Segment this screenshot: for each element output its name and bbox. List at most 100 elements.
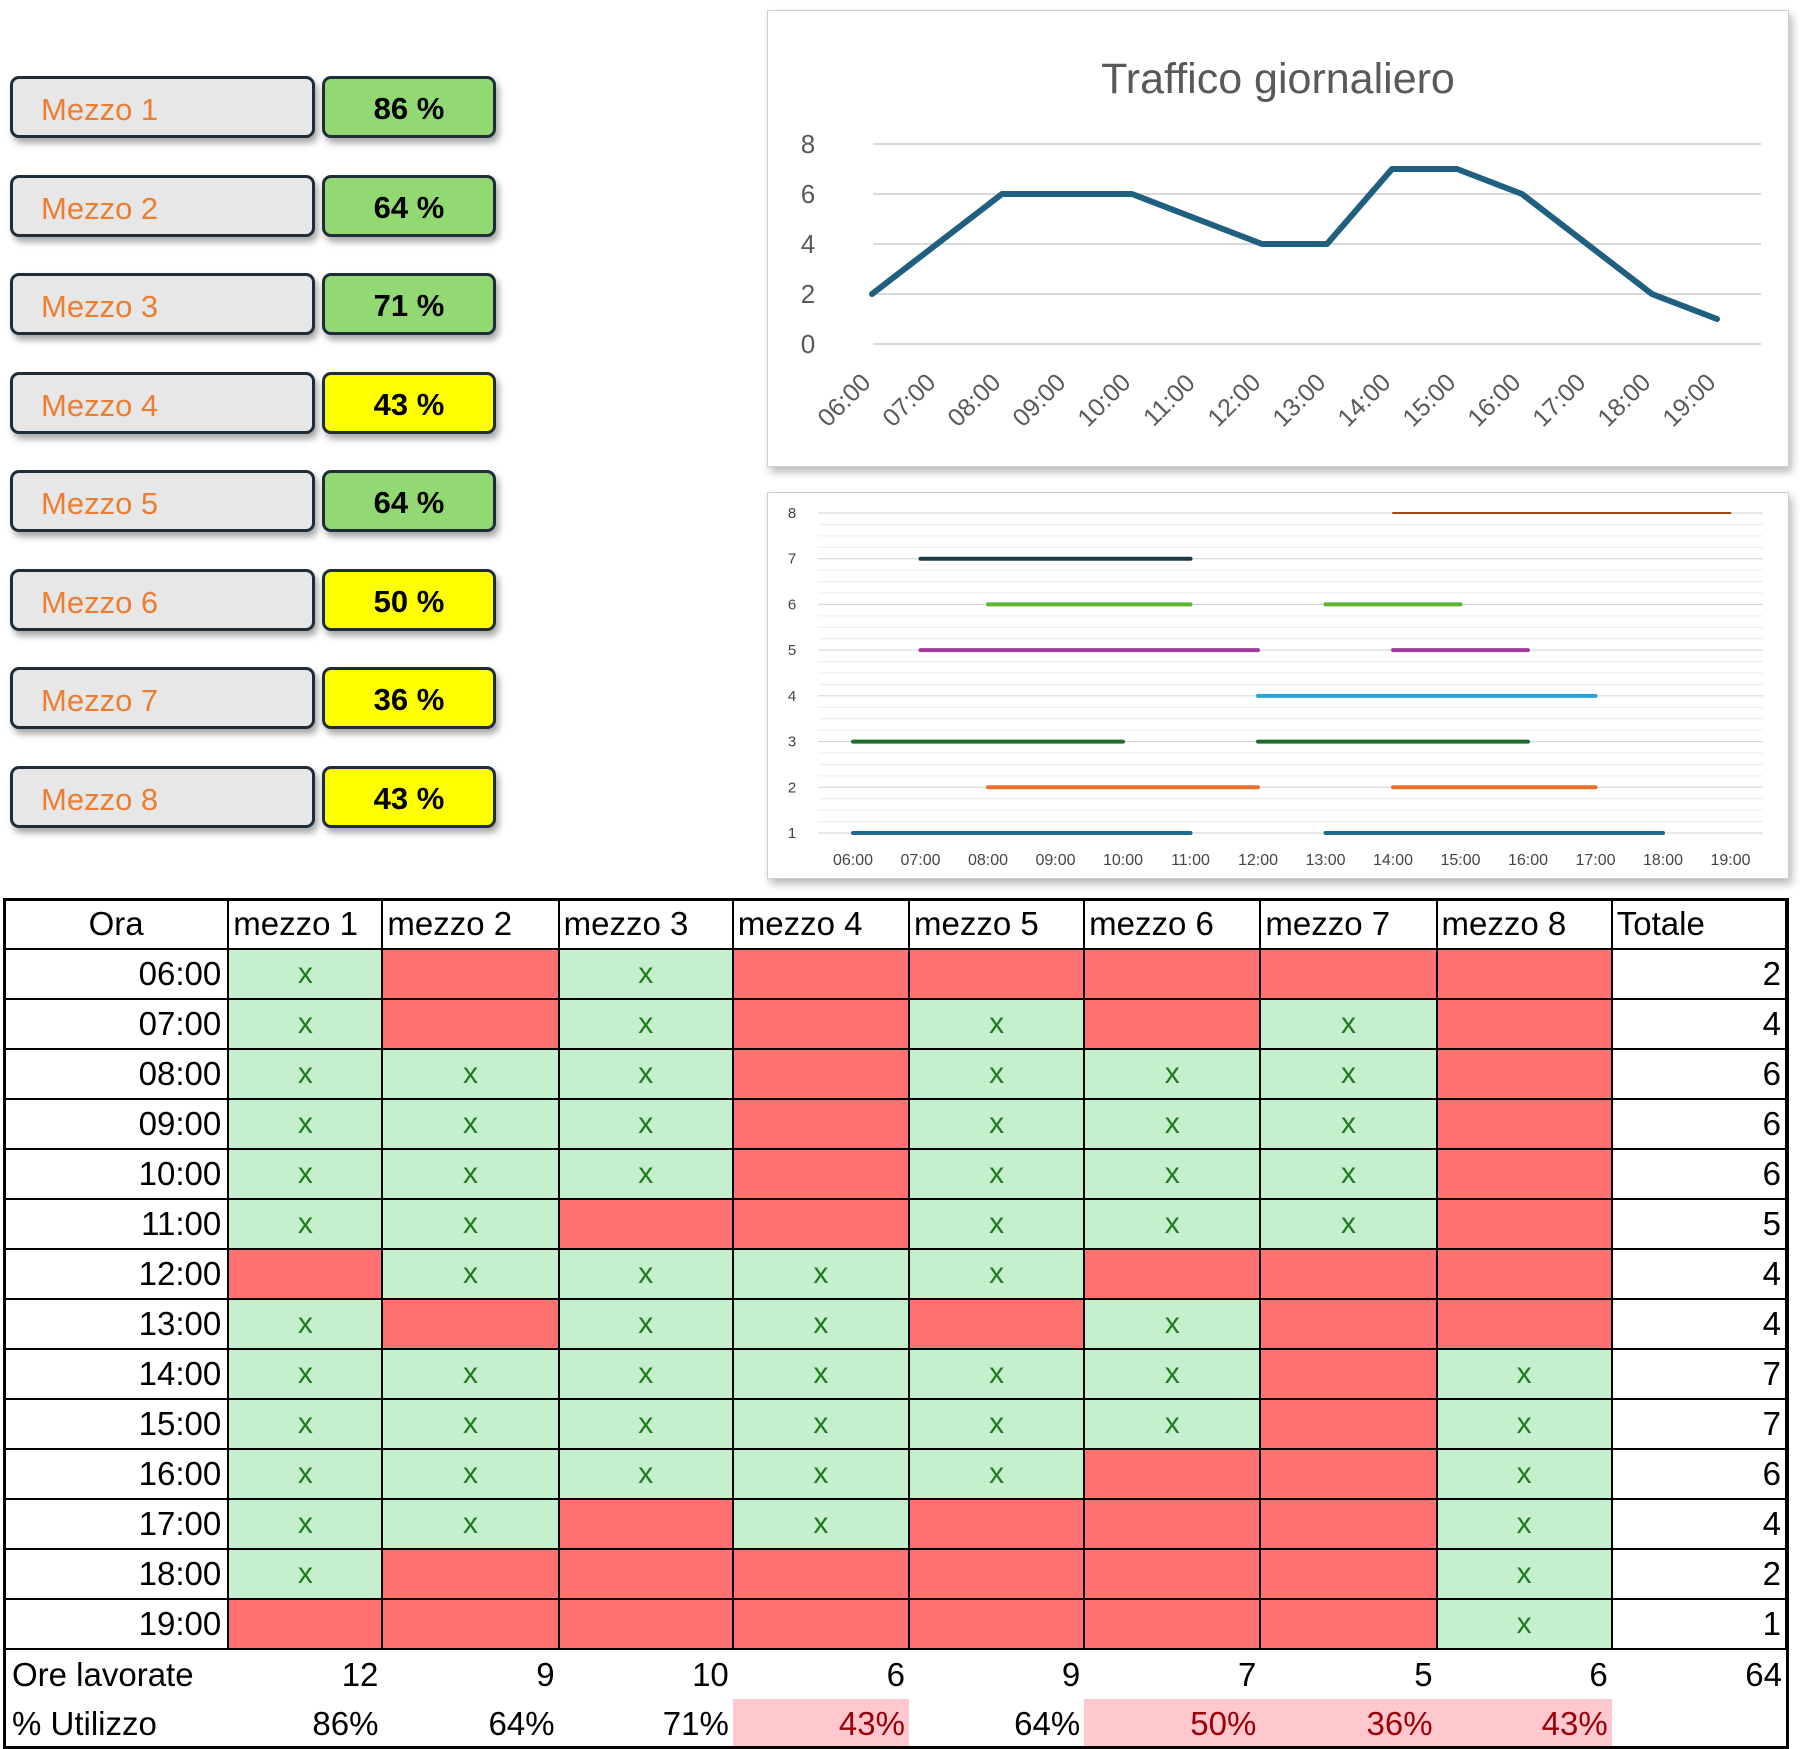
available-cell: x (1435, 1448, 1613, 1500)
available-cell: x (381, 1398, 560, 1450)
unavailable-cell (1259, 1548, 1438, 1600)
hours-value: 9 (536, 1655, 555, 1693)
x-tick-label: 10:00 (1072, 368, 1136, 432)
y-tick-label: 8 (801, 129, 815, 159)
x-tick-label: 12:00 (1238, 852, 1278, 869)
unavailable-cell (557, 1598, 734, 1650)
available-cell: x (1083, 1348, 1262, 1400)
total-cell: 4 (1610, 1298, 1788, 1350)
available-cell: x (907, 1048, 1086, 1100)
utilization-value: 86 % (373, 91, 445, 126)
time-cell: 11:00 (2, 1198, 230, 1250)
schedule-table: Ora mezzo 1 mezzo 2 mezzo 3 mezzo 4 mezzo 5 me… (2, 898, 1788, 1748)
column-header: Ora (2, 898, 230, 950)
available-cell: x (1259, 1048, 1438, 1100)
available-cell: x (227, 1048, 384, 1100)
x-tick-label: 16:00 (1508, 852, 1548, 869)
table-row: 06:00 x x 2 (2, 948, 1788, 1000)
time-cell: 19:00 (2, 1598, 230, 1650)
unavailable-cell (1083, 1548, 1262, 1600)
vehicle-name: Mezzo 6 (41, 584, 159, 620)
unavailable-cell (381, 948, 560, 1000)
vehicle-name: Mezzo 1 (41, 92, 159, 127)
series-line (869, 166, 1720, 322)
total-cell: 4 (1610, 1498, 1788, 1550)
available-cell: x (907, 1198, 1086, 1250)
time-cell: 17:00 (2, 1498, 230, 1550)
unavailable-cell (557, 1498, 734, 1550)
hours-value: 7 (1238, 1655, 1257, 1693)
utilization-badge-1: 86 % (322, 76, 496, 138)
available-cell: x (731, 1498, 910, 1550)
column-header: Totale (1610, 898, 1788, 950)
time-cell: 09:00 (2, 1098, 230, 1150)
available-cell: x (1259, 998, 1438, 1050)
unavailable-cell (557, 1548, 734, 1600)
vehicle-card-5: Mezzo 5 (10, 470, 315, 532)
x-tick-label: 19:00 (1657, 368, 1721, 432)
vehicle-card-3: Mezzo 3 (10, 273, 315, 335)
unavailable-cell (1083, 948, 1262, 1000)
total-cell: 7 (1610, 1398, 1788, 1450)
unavailable-cell (731, 1148, 910, 1200)
utilization-value: 43% (732, 1699, 909, 1748)
total-cell: 1 (1610, 1598, 1788, 1650)
available-cell: x (227, 1548, 384, 1600)
available-cell: x (907, 1348, 1086, 1400)
unavailable-cell (731, 1048, 910, 1100)
utilization-value: 64 % (373, 189, 445, 225)
hours-value: 12 (341, 1655, 379, 1693)
available-cell: x (557, 1448, 734, 1500)
unavailable-cell (1435, 1048, 1613, 1100)
table-row: 07:00 x x x x 4 (2, 998, 1788, 1050)
available-cell: x (1083, 1198, 1262, 1250)
unavailable-cell (1259, 1598, 1438, 1650)
x-tick-label: 17:00 (1527, 368, 1591, 432)
time-cell: 08:00 (2, 1048, 230, 1100)
total-cell: 6 (1610, 1448, 1788, 1500)
x-tick-label: 09:00 (1035, 852, 1075, 869)
available-cell: x (1259, 1098, 1438, 1150)
vehicle-name: Mezzo 4 (41, 387, 159, 423)
table-row: 10:00 x x x x x x 6 (2, 1148, 1788, 1200)
unavailable-cell (1435, 1298, 1613, 1350)
table-row: 15:00 x x x x x x x 7 (2, 1398, 1788, 1450)
vehicle-schedule-chart: 1 2 3 4 5 6 7 8 06:00 07:00 08:00 09:00 10:00 11:00 12… (788, 505, 1763, 869)
available-cell: x (1083, 1398, 1262, 1450)
utilization-badge-4: 43 % (322, 371, 496, 434)
utilization-badge-7: 36 % (322, 667, 496, 729)
utilization-value: 86% (312, 1704, 379, 1742)
total-cell: 2 (1610, 948, 1788, 1000)
vehicle-name: Mezzo 3 (41, 289, 159, 324)
unavailable-cell (1435, 948, 1613, 1000)
available-cell: x (227, 1498, 384, 1550)
table-row: 17:00 x x x x 4 (2, 1498, 1788, 1550)
available-cell: x (1435, 1548, 1613, 1600)
x-tick-label: 15:00 (1397, 368, 1461, 432)
unavailable-cell (1083, 1248, 1262, 1300)
column-header: mezzo 7 (1259, 898, 1438, 950)
available-cell: x (1083, 1298, 1262, 1350)
unavailable-cell (381, 1598, 560, 1650)
unavailable-cell (227, 1598, 384, 1650)
table-row: 13:00 x x x x 4 (2, 1298, 1788, 1350)
x-tick-label: 09:00 (1007, 368, 1071, 432)
utilization-value: 71% (662, 1704, 729, 1742)
table-row: 12:00 x x x x 4 (2, 1248, 1788, 1300)
vehicle-card-8: Mezzo 8 (10, 765, 315, 828)
x-tick-label: 06:00 (812, 368, 876, 432)
x-tick-label: 10:00 (1103, 852, 1143, 869)
available-cell: x (907, 1248, 1086, 1300)
available-cell: x (227, 1298, 384, 1350)
x-tick-label: 17:00 (1575, 852, 1615, 869)
column-header: mezzo 1 (227, 898, 384, 950)
hours-value: 5 (1414, 1655, 1433, 1693)
available-cell: x (731, 1348, 910, 1400)
utilization-value: 50 % (373, 583, 445, 619)
available-cell: x (381, 1348, 560, 1400)
unavailable-cell (1259, 1398, 1438, 1450)
utilization-badge-6: 50 % (322, 568, 496, 631)
time-cell: 07:00 (2, 998, 230, 1050)
utilization-badge-3: 71 % (322, 273, 496, 335)
available-cell: x (381, 1248, 560, 1300)
